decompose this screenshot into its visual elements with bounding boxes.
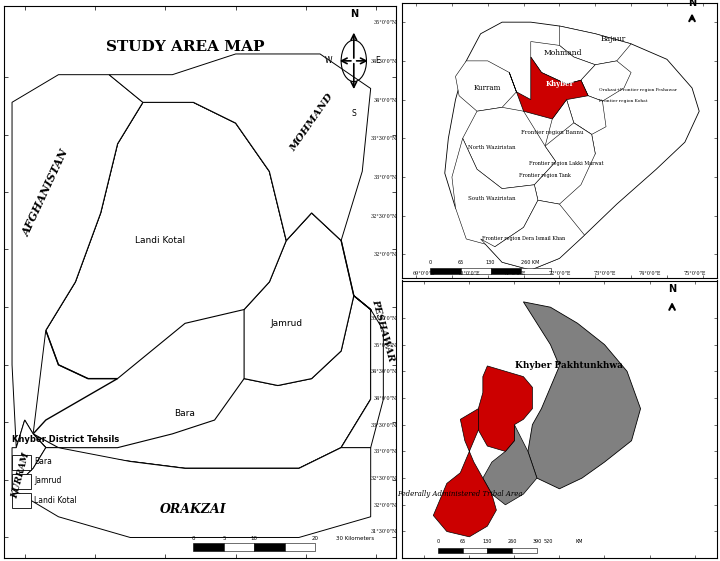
Polygon shape bbox=[456, 61, 516, 111]
Text: 10: 10 bbox=[251, 536, 258, 541]
Text: Jamrud: Jamrud bbox=[34, 476, 61, 485]
Text: STUDY AREA MAP: STUDY AREA MAP bbox=[106, 40, 264, 54]
Text: Frontier region Tank: Frontier region Tank bbox=[519, 173, 571, 178]
Polygon shape bbox=[244, 213, 354, 385]
Text: Landi Kotal: Landi Kotal bbox=[34, 496, 77, 505]
Bar bbox=[490, 268, 521, 274]
Text: Bara: Bara bbox=[34, 457, 52, 466]
Polygon shape bbox=[445, 22, 699, 270]
Bar bbox=[254, 543, 284, 551]
Polygon shape bbox=[545, 100, 595, 169]
Text: 0: 0 bbox=[436, 539, 439, 544]
Polygon shape bbox=[559, 26, 631, 65]
Polygon shape bbox=[12, 420, 46, 489]
Text: 520: 520 bbox=[544, 539, 553, 544]
Bar bbox=[462, 548, 487, 553]
Polygon shape bbox=[509, 57, 588, 119]
Bar bbox=[224, 543, 254, 551]
Text: South Waziristan: South Waziristan bbox=[467, 196, 516, 201]
Text: Landi Kotal: Landi Kotal bbox=[135, 236, 185, 245]
Polygon shape bbox=[567, 80, 606, 135]
Text: 390: 390 bbox=[532, 539, 541, 544]
Bar bbox=[461, 268, 490, 274]
Text: 260: 260 bbox=[508, 539, 517, 544]
Text: 5: 5 bbox=[222, 536, 225, 541]
Polygon shape bbox=[109, 54, 371, 241]
Text: KURRAM: KURRAM bbox=[10, 451, 31, 499]
Text: 130: 130 bbox=[486, 260, 495, 265]
Polygon shape bbox=[341, 296, 383, 448]
Text: KM: KM bbox=[575, 539, 582, 544]
Bar bbox=[12, 474, 31, 489]
Text: S: S bbox=[351, 109, 356, 118]
Bar bbox=[431, 268, 461, 274]
Text: Orakzai+Frontier region Peshawar: Orakzai+Frontier region Peshawar bbox=[599, 88, 677, 93]
Polygon shape bbox=[534, 123, 595, 204]
Bar bbox=[438, 548, 462, 553]
Text: Jamrud: Jamrud bbox=[270, 319, 302, 328]
Polygon shape bbox=[531, 42, 595, 84]
Bar bbox=[284, 543, 315, 551]
Text: Frontier region Kohat: Frontier region Kohat bbox=[599, 99, 647, 103]
Text: 0: 0 bbox=[429, 260, 432, 265]
Bar bbox=[12, 493, 31, 508]
Text: W: W bbox=[325, 56, 333, 66]
Bar bbox=[487, 548, 512, 553]
Polygon shape bbox=[12, 75, 143, 448]
Text: 130: 130 bbox=[482, 539, 492, 544]
Text: E: E bbox=[375, 56, 379, 66]
Text: Frontier region Lakki Marwat: Frontier region Lakki Marwat bbox=[529, 160, 604, 165]
Bar bbox=[512, 548, 537, 553]
Text: AFGHANISTAN: AFGHANISTAN bbox=[21, 147, 71, 237]
Bar bbox=[194, 543, 224, 551]
Bar bbox=[521, 268, 551, 274]
Text: 0: 0 bbox=[192, 536, 195, 541]
Polygon shape bbox=[478, 366, 532, 452]
Polygon shape bbox=[33, 296, 371, 468]
Text: 260 KM: 260 KM bbox=[521, 260, 539, 265]
Text: Khyber: Khyber bbox=[545, 80, 574, 88]
Text: ORAKZAI: ORAKZAI bbox=[160, 503, 227, 516]
Polygon shape bbox=[433, 408, 496, 537]
Text: 65: 65 bbox=[457, 260, 464, 265]
Polygon shape bbox=[463, 107, 556, 188]
Bar bbox=[12, 454, 31, 470]
Text: N: N bbox=[350, 10, 358, 20]
Text: Federally Administered Tribal Area: Federally Administered Tribal Area bbox=[397, 490, 523, 498]
Polygon shape bbox=[523, 302, 641, 489]
Text: N: N bbox=[688, 0, 696, 8]
Text: North Waziristan: North Waziristan bbox=[467, 145, 516, 150]
Text: Mohmand: Mohmand bbox=[544, 49, 582, 57]
Text: Bajaur: Bajaur bbox=[600, 35, 626, 43]
Polygon shape bbox=[481, 200, 585, 270]
Text: Bara: Bara bbox=[174, 408, 195, 417]
Polygon shape bbox=[483, 425, 537, 505]
Text: 65: 65 bbox=[459, 539, 466, 544]
Text: Khyber Pakhtunkhwa: Khyber Pakhtunkhwa bbox=[515, 361, 622, 370]
Text: Kurram: Kurram bbox=[474, 84, 501, 92]
Polygon shape bbox=[12, 448, 371, 537]
Polygon shape bbox=[581, 61, 631, 101]
Polygon shape bbox=[452, 139, 538, 247]
Text: Frontier region Bannu: Frontier region Bannu bbox=[521, 130, 583, 135]
Text: N: N bbox=[668, 284, 676, 294]
Text: PESHAWAR: PESHAWAR bbox=[371, 298, 396, 362]
Text: Frontier region Dera Ismail Khan: Frontier region Dera Ismail Khan bbox=[482, 237, 565, 241]
Text: 30 Kilometers: 30 Kilometers bbox=[336, 536, 374, 541]
Text: MOHMAND: MOHMAND bbox=[288, 93, 335, 154]
Polygon shape bbox=[46, 102, 287, 379]
Text: 20: 20 bbox=[312, 536, 318, 541]
Text: Khyber District Tehsils: Khyber District Tehsils bbox=[12, 435, 120, 444]
